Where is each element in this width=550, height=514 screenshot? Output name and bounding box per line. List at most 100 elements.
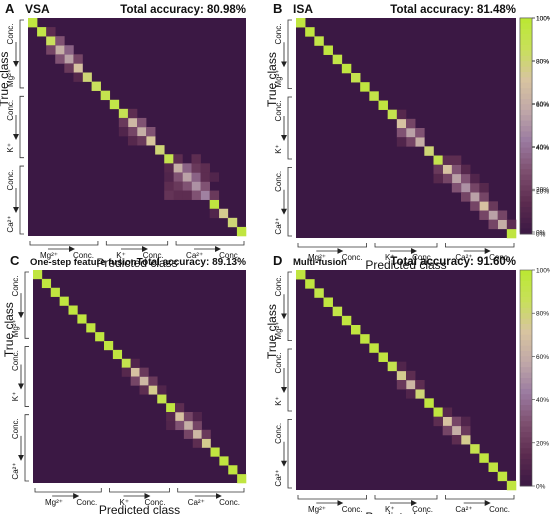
diagonal-cell	[201, 438, 211, 448]
colorbar-swatch	[520, 469, 532, 476]
diagonal-cell	[73, 63, 83, 73]
off-diagonal-cell	[64, 45, 74, 55]
x-axis-title: Predicted class	[365, 510, 446, 514]
diagonal-cell	[360, 334, 370, 344]
diagonal-cell	[175, 412, 185, 422]
colorbar-swatch	[520, 34, 532, 40]
colorbar-tick-label: 100%	[536, 16, 550, 23]
colorbar-tick-label: 20%	[536, 188, 549, 195]
off-diagonal-cell	[164, 181, 174, 191]
colorbar-swatch	[520, 399, 532, 406]
y-group-ion-label: Ca²⁺	[274, 469, 283, 486]
off-diagonal-cell	[192, 438, 202, 448]
accuracy-label: Total accuracy: 80.98%	[120, 4, 246, 16]
colorbar-swatch	[520, 217, 532, 224]
off-diagonal-cell	[191, 190, 201, 200]
off-diagonal-cell	[118, 127, 129, 137]
off-diagonal-cell	[127, 136, 138, 146]
diagonal-cell	[305, 27, 315, 37]
colorbar-swatch	[520, 23, 532, 30]
y-group-bracket	[287, 348, 292, 412]
diagonal-cell	[91, 81, 101, 91]
diagonal-cell	[296, 270, 306, 280]
off-diagonal-cell	[470, 201, 480, 211]
panel-title: VSA	[25, 2, 50, 16]
y-group-bracket	[19, 19, 24, 89]
off-diagonal-cell	[396, 137, 407, 147]
colorbar-swatch	[520, 345, 532, 352]
y-group-conc-label: Conc.	[274, 24, 283, 45]
y-group-conc-label: Conc.	[6, 100, 15, 121]
colorbar-swatch	[520, 383, 532, 390]
colorbar-swatch	[520, 126, 532, 132]
off-diagonal-cell	[191, 163, 201, 173]
x-group-conc-label: Conc.	[342, 505, 363, 514]
accuracy-label: Total accuracy: 81.48%	[390, 4, 516, 16]
diagonal-cell	[451, 173, 462, 184]
diagonal-cell	[424, 146, 434, 156]
diagonal-cell	[191, 181, 201, 191]
off-diagonal-cell	[396, 361, 407, 372]
off-diagonal-cell	[175, 403, 185, 413]
off-diagonal-cell	[406, 137, 416, 147]
diagonal-cell	[64, 54, 74, 64]
diagonal-cell	[442, 416, 453, 427]
y-axis-title: True class	[2, 302, 16, 357]
x-group-ion-label: K⁺	[385, 505, 395, 514]
colorbar-swatch	[520, 212, 532, 219]
colorbar-swatch	[520, 55, 532, 62]
x-group-ion-label: Mg²⁺	[308, 505, 326, 514]
diagonal-cell	[104, 341, 114, 351]
y-group-bracket	[287, 167, 292, 237]
diagonal-cell	[127, 117, 138, 128]
y-group-bracket	[24, 414, 29, 482]
diagonal-cell	[341, 63, 352, 74]
off-diagonal-cell	[451, 183, 462, 193]
diagonal-cell	[488, 210, 498, 220]
y-axis-title: True class	[265, 52, 279, 107]
diagonal-cell	[415, 389, 425, 399]
colorbar-swatch	[520, 88, 532, 94]
colorbar-swatch	[520, 394, 532, 400]
diagonal-cell	[77, 314, 87, 324]
off-diagonal-cell	[470, 173, 480, 184]
colorbar-swatch	[520, 185, 532, 192]
colorbar-swatch	[520, 415, 532, 422]
off-diagonal-cell	[479, 210, 489, 220]
colorbar-swatch	[520, 442, 532, 449]
y-group-ion-label: K⁺	[274, 396, 283, 406]
off-diagonal-cell	[406, 118, 416, 129]
x-group-bracket	[105, 241, 169, 246]
diagonal-cell	[433, 407, 443, 417]
x-axis-title: Predicted class	[96, 256, 177, 270]
diagonal-cell	[470, 192, 480, 202]
off-diagonal-cell	[396, 128, 407, 138]
colorbar: 100% 80% 60% 40% 20% 0%	[519, 268, 550, 491]
diagonal-cell	[41, 278, 52, 289]
colorbar-tick-label: 40%	[536, 144, 549, 151]
diagonal-cell	[506, 480, 517, 491]
diagonal-cell	[130, 367, 140, 377]
y-group-conc-label: Conc.	[11, 418, 20, 439]
colorbar-tick-label: 20%	[536, 187, 549, 194]
off-diagonal-cell	[406, 389, 416, 399]
colorbar-swatch	[520, 66, 532, 73]
accuracy-label: Total accuracy: 91.60%	[390, 256, 516, 268]
diagonal-cell	[360, 82, 370, 92]
off-diagonal-cell	[146, 127, 156, 137]
off-diagonal-cell	[182, 163, 192, 173]
x-group-bracket	[445, 495, 515, 500]
off-diagonal-cell	[121, 367, 131, 377]
colorbar-tick-label: 0%	[536, 484, 546, 491]
off-diagonal-cell	[164, 163, 174, 173]
x-group-ion-label: K⁺	[120, 498, 130, 507]
diagonal-cell	[182, 172, 192, 182]
y-group-ion-label: Ca²⁺	[11, 462, 20, 479]
off-diagonal-cell	[433, 416, 443, 427]
colorbar-tick-label: 80%	[536, 58, 549, 65]
diagonal-cell	[424, 398, 434, 408]
off-diagonal-cell	[200, 163, 210, 173]
off-diagonal-cell	[488, 201, 498, 211]
x-group-ion-label: Mg²⁺	[45, 498, 63, 507]
diagonal-cell	[139, 376, 149, 386]
